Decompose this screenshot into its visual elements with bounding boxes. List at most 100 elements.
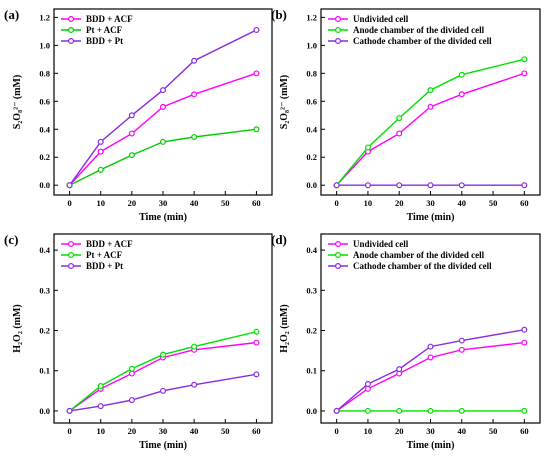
- legend-label: Pt + ACF: [86, 250, 123, 260]
- data-point: [128, 112, 135, 119]
- data-point: [253, 371, 260, 378]
- data-point: [128, 130, 135, 137]
- legend-label: BDD + ACF: [86, 239, 133, 249]
- y-tick-label: 0.0: [306, 180, 317, 190]
- data-point: [191, 91, 198, 98]
- x-tick-label: 60: [520, 198, 529, 208]
- data-point: [253, 126, 260, 133]
- data-point: [97, 148, 104, 155]
- y-tick-label: 0.6: [306, 96, 317, 106]
- panel-label: (b): [271, 7, 287, 22]
- data-point: [521, 407, 528, 414]
- data-point: [521, 56, 528, 63]
- data-point: [160, 387, 167, 394]
- x-tick-label: 10: [364, 426, 373, 436]
- legend-label: Undivided cell: [353, 14, 409, 24]
- series-line: [69, 72, 257, 186]
- y-tick-label: 1.0: [306, 40, 317, 50]
- data-point: [364, 144, 371, 151]
- data-point: [333, 182, 340, 189]
- y-tick-label: 0.0: [39, 180, 50, 190]
- series-line: [336, 341, 525, 412]
- y-tick-label: 0.8: [306, 68, 317, 78]
- data-point: [364, 380, 371, 387]
- y-tick-label: 0.4: [306, 245, 317, 255]
- x-tick-label: 0: [335, 426, 339, 436]
- y-axis-label: S₂O₈²⁻ (mM): [279, 75, 290, 130]
- data-point: [128, 365, 135, 372]
- x-tick-label: 10: [96, 426, 105, 436]
- data-point: [396, 366, 403, 373]
- x-tick-label: 60: [252, 198, 261, 208]
- legend-label: Anode chamber of the divided cell: [353, 250, 485, 260]
- legend-marker: [67, 37, 74, 44]
- data-point: [97, 383, 104, 390]
- data-point: [66, 182, 73, 189]
- panel-label: (d): [271, 232, 287, 247]
- legend-marker: [335, 27, 342, 34]
- legend-box: [325, 12, 521, 51]
- legend-marker: [67, 252, 74, 259]
- data-point: [66, 407, 73, 414]
- y-tick-label: 0.4: [306, 124, 317, 134]
- legend-marker: [67, 16, 74, 23]
- data-point: [160, 138, 167, 145]
- legend-label: Cathode chamber of the divided cell: [353, 36, 492, 46]
- x-tick-label: 50: [489, 426, 498, 436]
- x-tick-label: 0: [67, 426, 71, 436]
- data-point: [458, 346, 465, 353]
- data-point: [396, 130, 403, 137]
- data-point: [521, 339, 528, 346]
- legend-label: BDD + ACF: [86, 14, 133, 24]
- x-tick-label: 40: [190, 198, 199, 208]
- x-axis-label: Time (min): [139, 440, 187, 451]
- data-point: [253, 26, 260, 33]
- legend-box: [325, 237, 521, 276]
- data-point: [97, 403, 104, 410]
- data-point: [427, 354, 434, 361]
- data-point: [458, 91, 465, 98]
- x-tick-label: 50: [489, 198, 498, 208]
- x-tick-label: 50: [221, 426, 230, 436]
- x-tick-label: 30: [426, 426, 435, 436]
- x-tick-label: 0: [335, 198, 339, 208]
- data-point: [333, 407, 340, 414]
- x-tick-label: 20: [128, 426, 137, 436]
- y-tick-label: 0.0: [39, 406, 50, 416]
- y-tick-label: 1.2: [39, 12, 50, 22]
- x-tick-label: 20: [395, 198, 404, 208]
- x-tick-label: 10: [364, 198, 373, 208]
- data-point: [427, 103, 434, 110]
- y-tick-label: 0.2: [306, 326, 317, 336]
- data-point: [253, 339, 260, 346]
- data-point: [253, 70, 260, 77]
- y-tick-label: 0.2: [39, 152, 50, 162]
- data-point: [458, 337, 465, 344]
- x-tick-label: 10: [96, 198, 105, 208]
- series-line: [69, 373, 257, 412]
- data-point: [458, 182, 465, 189]
- legend-label: Cathode chamber of the divided cell: [353, 261, 492, 271]
- legend-marker: [335, 252, 342, 259]
- y-tick-label: 0.2: [306, 152, 317, 162]
- x-tick-label: 30: [159, 426, 168, 436]
- legend-marker: [67, 263, 74, 270]
- series-line: [336, 58, 525, 186]
- y-tick-label: 0.0: [306, 406, 317, 416]
- data-point: [427, 407, 434, 414]
- x-tick-label: 60: [520, 426, 529, 436]
- y-tick-label: 1.0: [39, 40, 50, 50]
- panel-a: 0 10 20 30 40 50 60 0.0 0.2 0.4 0.6 0.8 1.0 1.2 Time (…: [4, 7, 273, 223]
- legend-marker: [67, 241, 74, 248]
- legend-label: BDD + Pt: [86, 261, 123, 271]
- x-tick-label: 20: [128, 198, 137, 208]
- panel-label: (c): [4, 232, 18, 247]
- y-axis-label: H₂O₂ (mM): [279, 304, 290, 352]
- data-point: [191, 381, 198, 388]
- panel-label: (a): [4, 7, 19, 22]
- data-point: [458, 407, 465, 414]
- series-line: [69, 331, 257, 412]
- x-tick-label: 40: [458, 426, 467, 436]
- x-tick-label: 60: [252, 426, 261, 436]
